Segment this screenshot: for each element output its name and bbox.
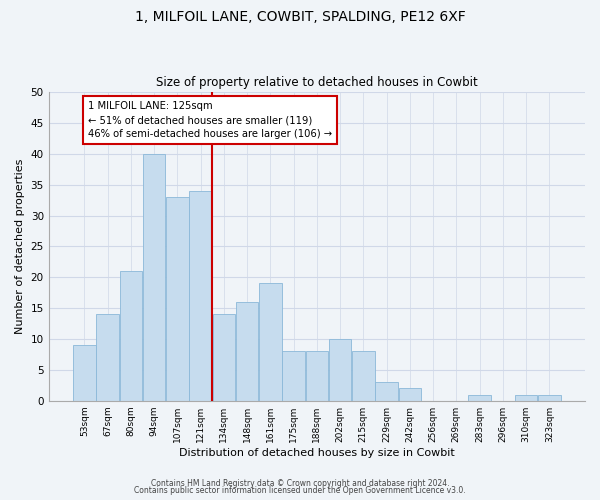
- Bar: [259, 284, 281, 401]
- Text: 1 MILFOIL LANE: 125sqm
← 51% of detached houses are smaller (119)
46% of semi-de: 1 MILFOIL LANE: 125sqm ← 51% of detached…: [88, 102, 332, 140]
- Text: Contains HM Land Registry data © Crown copyright and database right 2024.: Contains HM Land Registry data © Crown c…: [151, 478, 449, 488]
- Text: 1, MILFOIL LANE, COWBIT, SPALDING, PE12 6XF: 1, MILFOIL LANE, COWBIT, SPALDING, PE12 …: [134, 10, 466, 24]
- Bar: [283, 352, 305, 401]
- Bar: [119, 271, 142, 400]
- Bar: [515, 394, 538, 400]
- Bar: [305, 352, 328, 401]
- Bar: [96, 314, 119, 400]
- Bar: [329, 339, 352, 400]
- Bar: [398, 388, 421, 400]
- Bar: [538, 394, 560, 400]
- Bar: [143, 154, 166, 400]
- Bar: [166, 197, 188, 400]
- X-axis label: Distribution of detached houses by size in Cowbit: Distribution of detached houses by size …: [179, 448, 455, 458]
- Title: Size of property relative to detached houses in Cowbit: Size of property relative to detached ho…: [156, 76, 478, 90]
- Bar: [190, 191, 212, 400]
- Bar: [236, 302, 259, 400]
- Y-axis label: Number of detached properties: Number of detached properties: [15, 158, 25, 334]
- Text: Contains public sector information licensed under the Open Government Licence v3: Contains public sector information licen…: [134, 486, 466, 495]
- Bar: [469, 394, 491, 400]
- Bar: [212, 314, 235, 400]
- Bar: [352, 352, 374, 401]
- Bar: [376, 382, 398, 400]
- Bar: [73, 345, 95, 401]
